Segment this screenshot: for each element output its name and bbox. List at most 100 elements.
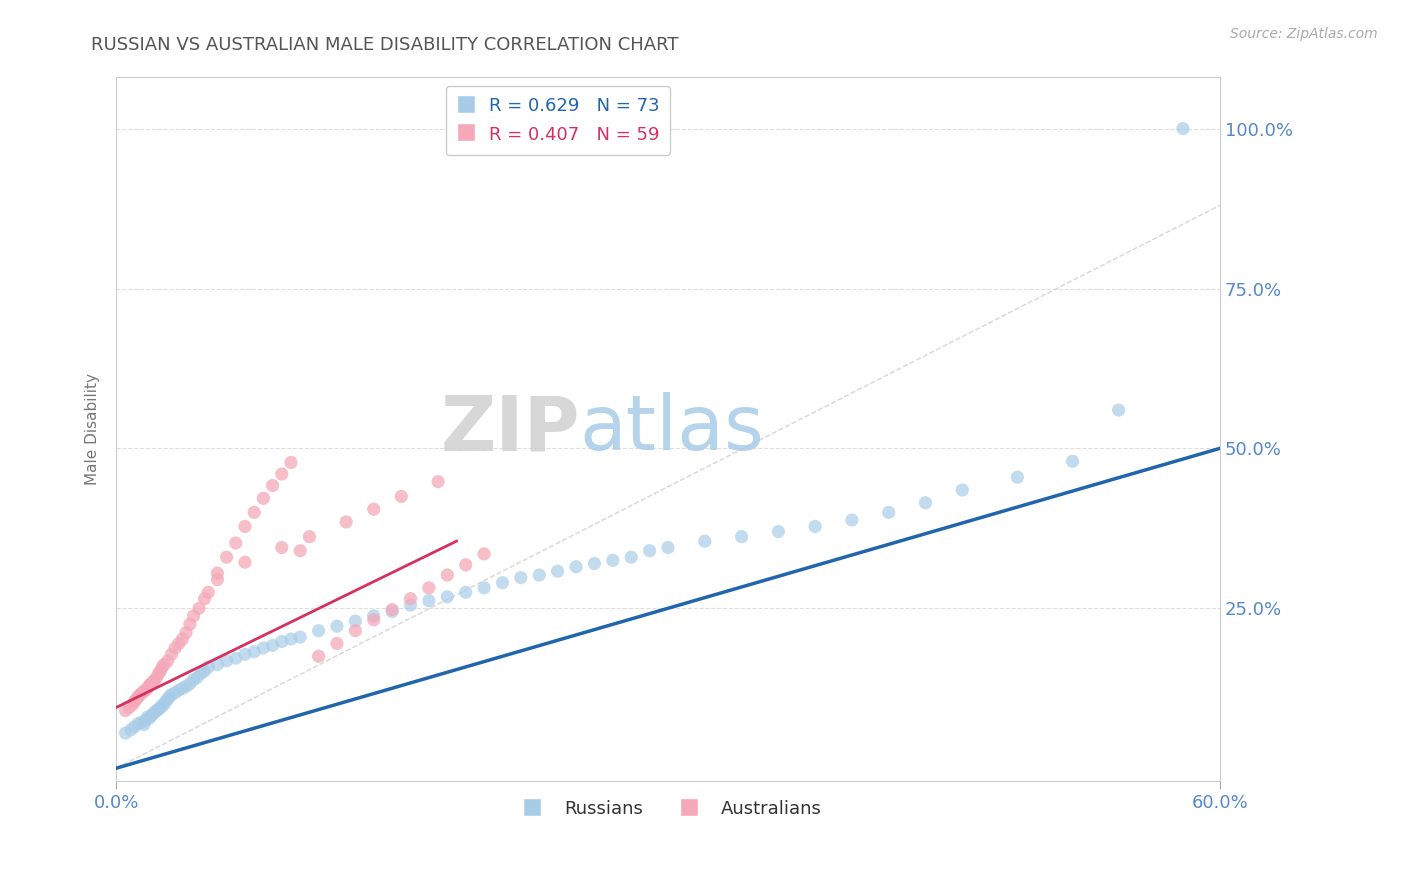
Point bbox=[141, 677, 163, 691]
Point bbox=[389, 489, 412, 503]
Point bbox=[172, 632, 194, 646]
Point bbox=[436, 590, 458, 604]
Point bbox=[326, 619, 349, 633]
Point bbox=[950, 483, 973, 497]
Point bbox=[243, 505, 266, 519]
Point bbox=[120, 723, 142, 737]
Point bbox=[150, 660, 173, 674]
Point bbox=[132, 684, 155, 698]
Point bbox=[143, 673, 166, 687]
Point bbox=[156, 692, 179, 706]
Point bbox=[454, 558, 477, 572]
Point bbox=[225, 651, 247, 665]
Point bbox=[298, 530, 321, 544]
Point bbox=[160, 648, 183, 662]
Point bbox=[638, 543, 661, 558]
Point bbox=[509, 571, 531, 585]
Point bbox=[418, 593, 440, 607]
Point bbox=[186, 670, 208, 684]
Point bbox=[381, 602, 404, 616]
Point bbox=[363, 613, 385, 627]
Point bbox=[172, 681, 194, 696]
Point bbox=[183, 673, 205, 687]
Point bbox=[165, 686, 187, 700]
Point bbox=[233, 519, 256, 533]
Point bbox=[491, 575, 513, 590]
Point bbox=[124, 720, 146, 734]
Point bbox=[344, 614, 367, 628]
Point bbox=[1062, 454, 1084, 468]
Point bbox=[1108, 403, 1130, 417]
Point bbox=[252, 491, 274, 506]
Point bbox=[602, 553, 624, 567]
Point bbox=[233, 648, 256, 662]
Point bbox=[183, 609, 205, 624]
Point bbox=[132, 717, 155, 731]
Y-axis label: Male Disability: Male Disability bbox=[86, 373, 100, 485]
Point bbox=[280, 455, 302, 469]
Point bbox=[156, 654, 179, 668]
Point bbox=[427, 475, 450, 489]
Point bbox=[142, 674, 165, 689]
Point bbox=[125, 692, 148, 706]
Point bbox=[344, 624, 367, 638]
Point bbox=[1171, 121, 1194, 136]
Point bbox=[363, 609, 385, 624]
Point bbox=[142, 706, 165, 721]
Point bbox=[1007, 470, 1029, 484]
Point bbox=[148, 702, 170, 716]
Point bbox=[138, 711, 160, 725]
Point bbox=[363, 502, 385, 516]
Point bbox=[179, 677, 201, 691]
Point bbox=[252, 640, 274, 655]
Point bbox=[165, 640, 187, 655]
Point bbox=[207, 573, 229, 587]
Point bbox=[288, 543, 311, 558]
Point bbox=[768, 524, 790, 539]
Point bbox=[215, 550, 238, 565]
Point bbox=[167, 683, 190, 698]
Point bbox=[399, 598, 422, 612]
Point bbox=[145, 704, 167, 718]
Point bbox=[135, 713, 157, 727]
Point bbox=[127, 716, 149, 731]
Point bbox=[583, 557, 606, 571]
Point bbox=[454, 585, 477, 599]
Point bbox=[145, 670, 167, 684]
Point bbox=[167, 636, 190, 650]
Point bbox=[262, 478, 284, 492]
Point bbox=[308, 624, 330, 638]
Point bbox=[148, 666, 170, 681]
Point bbox=[730, 530, 752, 544]
Point bbox=[131, 686, 153, 700]
Point bbox=[153, 657, 176, 672]
Point bbox=[270, 541, 292, 555]
Point bbox=[225, 536, 247, 550]
Point bbox=[160, 688, 183, 702]
Text: ZIP: ZIP bbox=[440, 392, 579, 467]
Point bbox=[381, 605, 404, 619]
Point bbox=[150, 698, 173, 713]
Point bbox=[155, 694, 177, 708]
Point bbox=[153, 698, 176, 712]
Point bbox=[215, 654, 238, 668]
Point bbox=[136, 710, 159, 724]
Point bbox=[188, 601, 211, 615]
Point bbox=[547, 564, 569, 578]
Point bbox=[190, 666, 212, 681]
Point bbox=[131, 715, 153, 730]
Point bbox=[159, 690, 181, 704]
Point bbox=[174, 625, 197, 640]
Point bbox=[129, 688, 152, 702]
Point bbox=[620, 550, 643, 565]
Point bbox=[472, 581, 495, 595]
Text: Source: ZipAtlas.com: Source: ZipAtlas.com bbox=[1230, 27, 1378, 41]
Point bbox=[124, 694, 146, 708]
Point bbox=[121, 698, 143, 712]
Point bbox=[197, 585, 219, 599]
Point bbox=[174, 679, 197, 693]
Point bbox=[841, 513, 863, 527]
Point bbox=[270, 467, 292, 481]
Point bbox=[193, 591, 215, 606]
Point bbox=[114, 726, 136, 740]
